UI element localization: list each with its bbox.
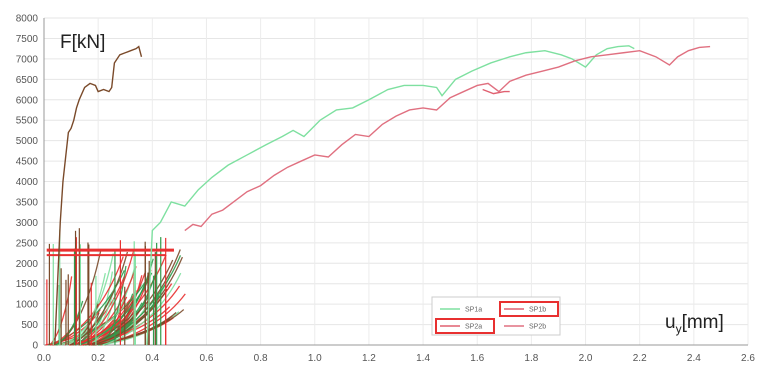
series-line-SP2a <box>482 88 510 95</box>
x-tick-label: 1.4 <box>416 353 430 364</box>
series-lines <box>54 45 711 346</box>
x-tick-label: 2.0 <box>579 353 593 364</box>
legend-label: SP2a <box>465 324 482 331</box>
x-tick-label: 1.2 <box>362 353 376 364</box>
unloading-cycle-curve <box>55 300 84 346</box>
legend-label: SP1b <box>529 307 546 314</box>
unloading-cycle-curve <box>78 249 135 346</box>
y-tick-label: 7000 <box>16 54 39 65</box>
y-tick-label: 3000 <box>16 218 39 229</box>
unloading-cycle-curve <box>82 254 167 346</box>
legend-label: SP2b <box>529 324 546 331</box>
series-line-SP1b <box>54 45 143 346</box>
legend-highlight-box <box>435 318 495 334</box>
y-tick-label: 4000 <box>16 177 39 188</box>
y-tick-label: 6500 <box>16 75 39 86</box>
x-tick-labels: 0.0 0.2 0.4 0.6 0.8 1.0 1.2 1.4 1.6 1.8 2.0 2.2 2.4 2… <box>37 353 755 364</box>
legend-label: SP1a <box>465 307 482 314</box>
y-tick-label: 1500 <box>16 279 39 290</box>
x-tick-label: 1.6 <box>470 353 484 364</box>
y-tick-label: 5000 <box>16 136 39 147</box>
unloading-cycle-curve <box>69 303 99 346</box>
unloading-cycle-curve <box>91 288 168 346</box>
legend: SP1a SP1b SP2a SP2b <box>431 296 561 336</box>
unloading-cycle-curve <box>88 259 174 346</box>
x-axis-label: uy[mm] <box>665 312 724 336</box>
x-tick-label: 1.0 <box>308 353 322 364</box>
y-tick-label: 3500 <box>16 197 39 208</box>
y-tick-label: 6000 <box>16 95 39 106</box>
x-axis-label-subscript: y <box>676 322 682 336</box>
y-tick-label: 0 <box>32 341 38 352</box>
unloading-cycle-curve <box>49 276 73 346</box>
y-tick-label: 500 <box>21 320 38 331</box>
y-tick-label: 2500 <box>16 238 39 249</box>
y-tick-label: 8000 <box>16 14 39 25</box>
legend-highlight-box <box>499 301 559 317</box>
x-tick-label: 1.8 <box>524 353 538 364</box>
y-tick-label: 5500 <box>16 116 39 127</box>
y-tick-label: 4500 <box>16 157 39 168</box>
y-tick-label: 1000 <box>16 300 39 311</box>
x-tick-label: 2.4 <box>687 353 701 364</box>
x-axis-label-unit: [mm] <box>682 312 724 333</box>
y-tick-label: 7500 <box>16 34 39 45</box>
series-line-SP1a <box>146 45 635 346</box>
x-tick-label: 2.6 <box>741 353 755 364</box>
x-tick-label: 0.2 <box>91 353 105 364</box>
x-tick-label: 0.8 <box>254 353 268 364</box>
x-tick-label: 0.4 <box>145 353 159 364</box>
x-tick-label: 0.6 <box>200 353 214 364</box>
series-line-SP2b <box>184 45 711 232</box>
y-tick-label: 2000 <box>16 259 39 270</box>
unloading-cycles <box>45 228 186 346</box>
x-axis-label-symbol: u <box>665 312 676 333</box>
y-axis-label: F[kN] <box>60 32 105 53</box>
x-tick-label: 2.2 <box>633 353 647 364</box>
y-tick-labels: 0 500 1000 1500 2000 2500 3000 3500 4000 4500 5000… <box>16 14 39 352</box>
x-tick-label: 0.0 <box>37 353 51 364</box>
